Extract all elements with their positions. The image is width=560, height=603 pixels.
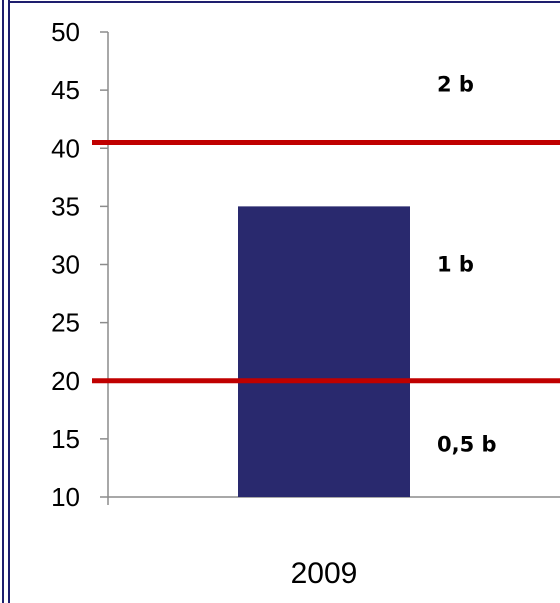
x-category-label: 2009 [291, 557, 358, 590]
y-tick-label: 45 [51, 75, 80, 105]
y-tick-label: 25 [51, 308, 80, 338]
bar-2009 [238, 206, 410, 497]
bars [238, 206, 410, 497]
y-tick-label: 30 [51, 250, 80, 280]
annotations: 2 b 1 b 0,5 b [437, 72, 497, 456]
axes: 10 15 20 25 30 35 40 45 50 2009 [51, 17, 560, 590]
band-annotation: 1 b [437, 253, 474, 277]
y-tick-label: 40 [51, 133, 80, 163]
band-annotation: 0,5 b [437, 433, 497, 457]
y-tick-label: 20 [51, 366, 80, 396]
y-tick-label: 15 [51, 424, 80, 454]
y-tick-label: 35 [51, 191, 80, 221]
reference-lines [92, 139, 560, 384]
y-tick-label: 10 [51, 482, 80, 512]
y-tick-label: 50 [51, 17, 80, 47]
band-annotation: 2 b [437, 72, 474, 96]
